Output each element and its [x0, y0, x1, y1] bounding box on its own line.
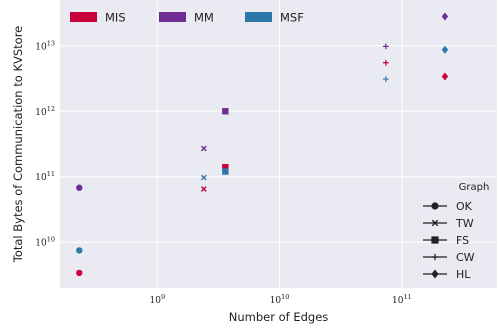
legend-graphs-title: Graph: [459, 182, 490, 193]
legend-swatch-msf: [245, 12, 272, 22]
y-tick-label: 1013: [35, 39, 55, 52]
legend-marker-ok: [431, 202, 438, 209]
legend-label-msf: MSF: [280, 11, 304, 25]
legend-swatch-mm: [159, 12, 186, 22]
x-tick-label: 1011: [392, 293, 412, 306]
legend-label-tw: TW: [455, 217, 474, 230]
x-tick-label: 1010: [270, 293, 290, 306]
legend-swatch-mis: [70, 12, 97, 22]
legend-marker-fs: [431, 236, 438, 243]
legend-label-fs: FS: [456, 234, 469, 247]
legend-label-cw: CW: [456, 251, 475, 264]
legend-label-mis: MIS: [105, 11, 126, 25]
legend-label-ok: OK: [456, 200, 473, 213]
point-mis-ok: [76, 270, 82, 276]
point-msf-fs: [222, 168, 228, 174]
x-tick-label: 109: [150, 293, 166, 306]
x-ticks: 109 1010 1011: [150, 293, 412, 306]
point-mm-ok: [76, 185, 82, 191]
point-mm-fs: [222, 108, 228, 114]
legend-label-mm: MM: [194, 11, 214, 25]
y-tick-label: 1011: [35, 170, 55, 183]
legend-label-hl: HL: [456, 268, 471, 281]
y-tick-label: 1010: [35, 236, 55, 249]
y-tick-label: 1012: [35, 105, 55, 118]
point-msf-ok: [76, 247, 82, 253]
y-axis-label: Total Bytes of Communication to KVStore: [11, 26, 25, 263]
plot-background: [60, 0, 497, 288]
x-axis-label: Number of Edges: [229, 310, 329, 324]
y-ticks: 1010 1011 1012 1013: [35, 39, 55, 248]
